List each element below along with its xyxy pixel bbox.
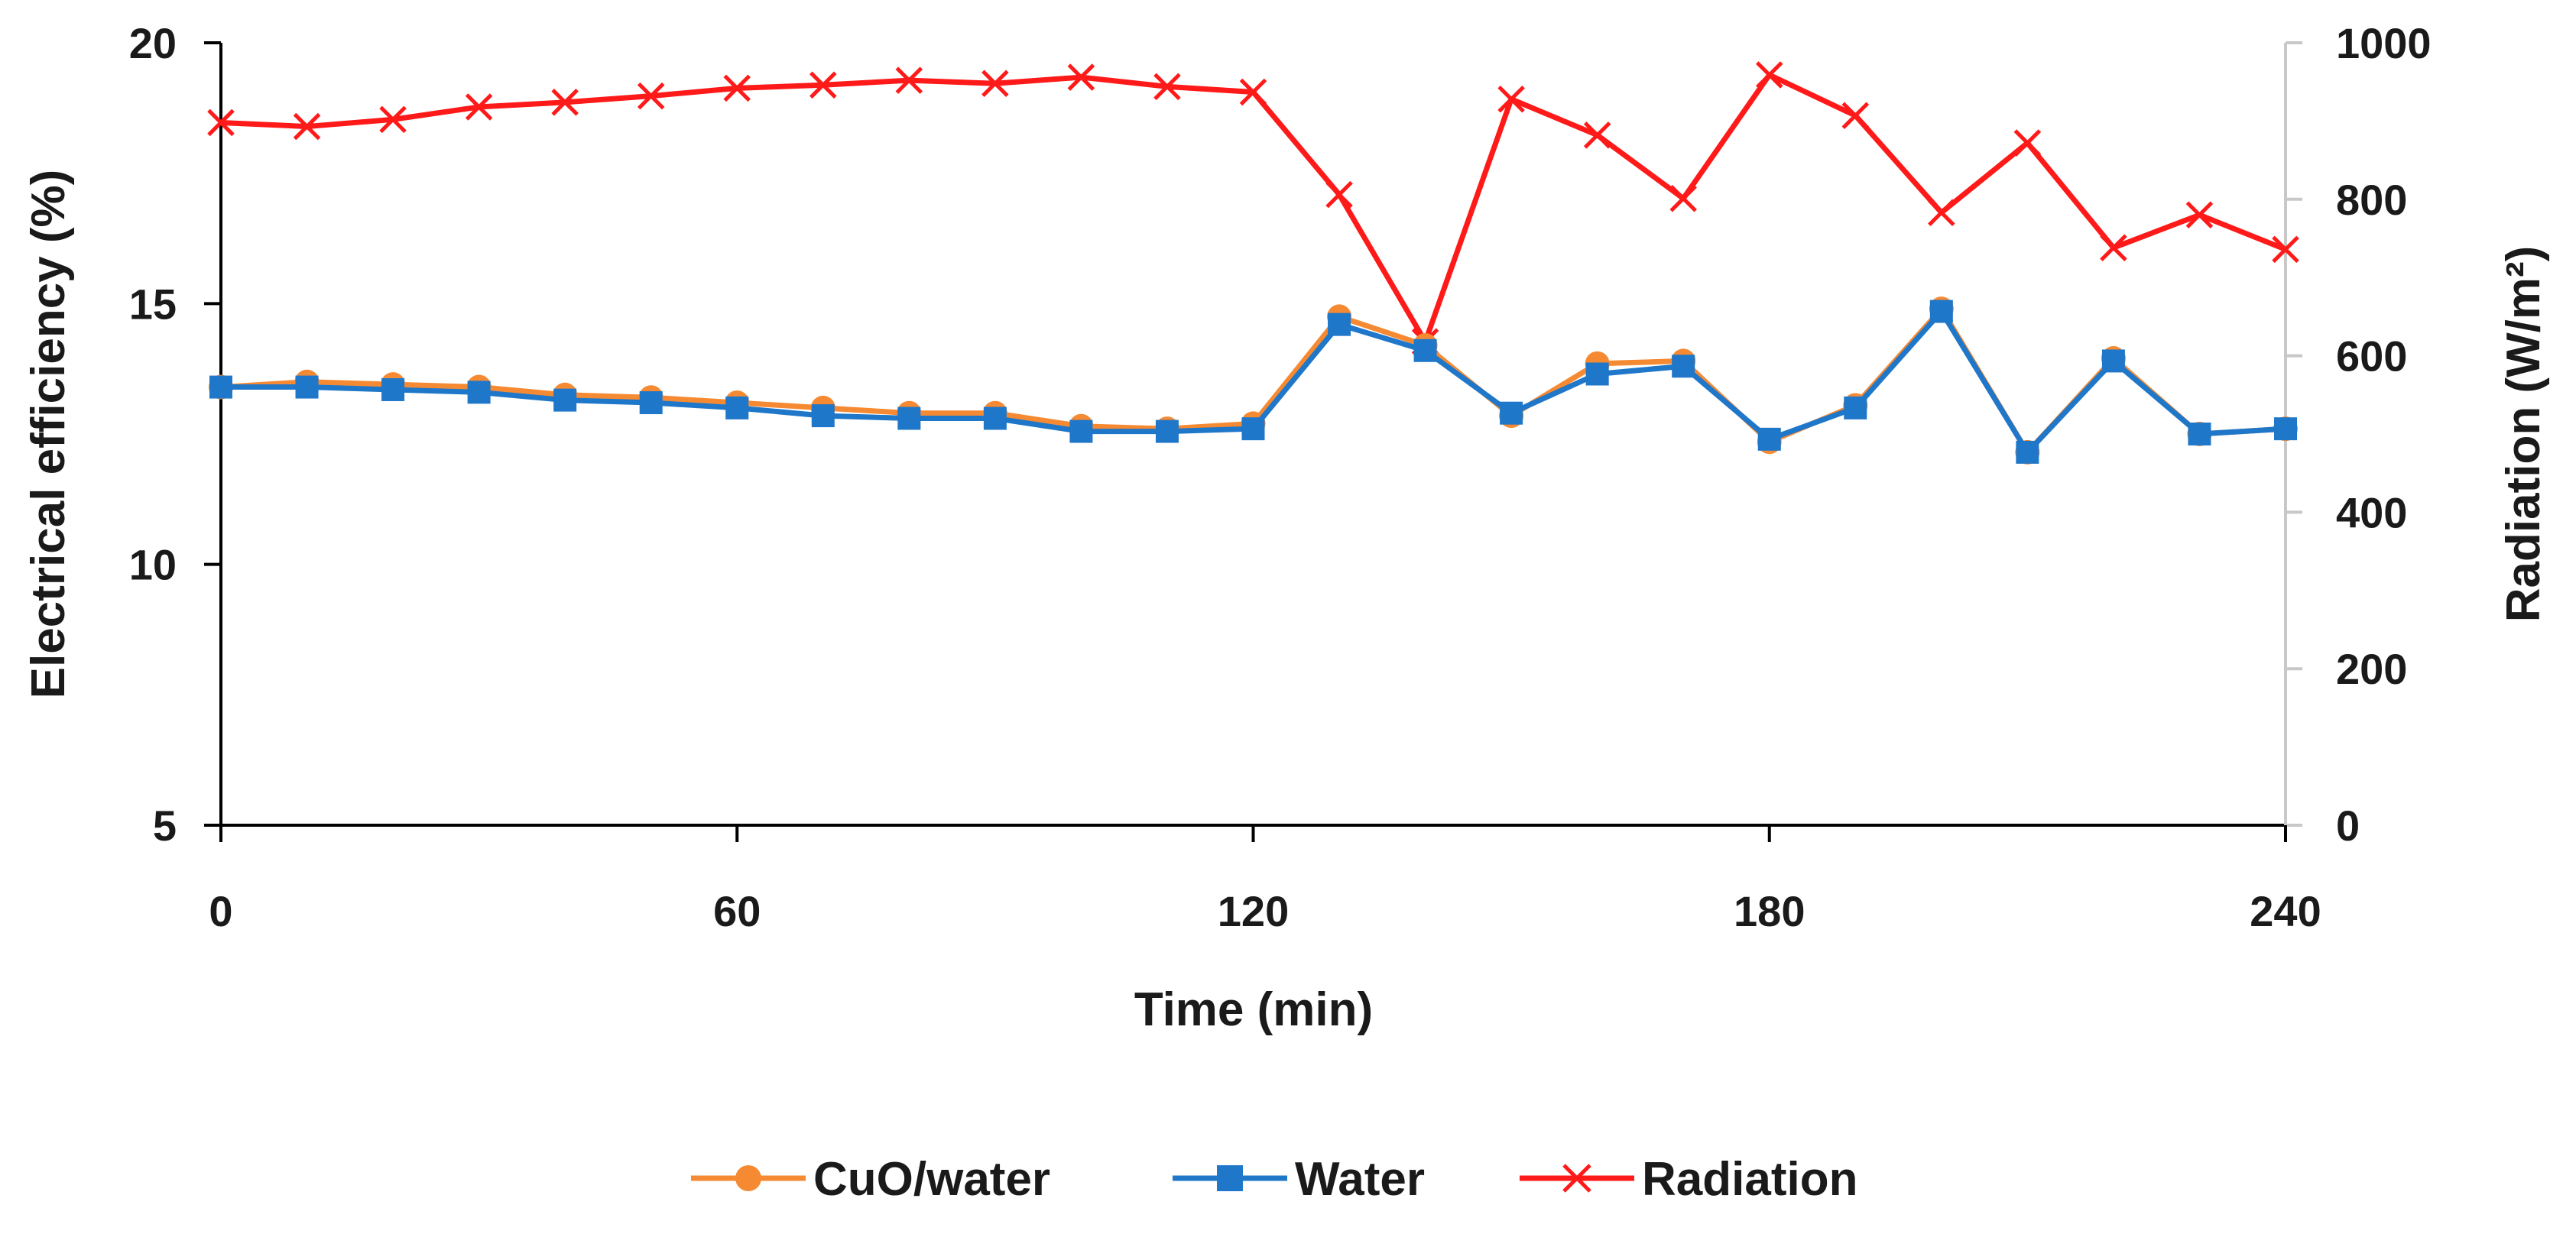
data-point-radiation bbox=[895, 66, 923, 94]
data-point-radiation bbox=[2013, 129, 2042, 157]
data-point-water bbox=[1672, 355, 1695, 378]
data-point-radiation bbox=[207, 109, 235, 137]
data-point-radiation bbox=[1755, 61, 1783, 89]
data-point-water bbox=[1929, 300, 1953, 323]
y-tick-label: 20 bbox=[129, 19, 177, 67]
data-point-water bbox=[2274, 417, 2297, 441]
legend-item-radiation: Radiation bbox=[1520, 1153, 1857, 1206]
data-point-water bbox=[811, 404, 835, 428]
y2-tick-label: 0 bbox=[2336, 802, 2360, 850]
data-point-water bbox=[553, 388, 577, 412]
series-layer bbox=[207, 61, 2299, 465]
data-point-water bbox=[725, 396, 749, 419]
legend-label: Radiation bbox=[1642, 1153, 1857, 1206]
data-point-water bbox=[2188, 423, 2211, 445]
y2-tick-label: 600 bbox=[2336, 332, 2407, 381]
series-radiation bbox=[207, 61, 2299, 355]
data-point-radiation bbox=[809, 71, 837, 99]
data-point-water bbox=[1155, 419, 1179, 443]
legend-swatch-marker bbox=[735, 1165, 761, 1191]
legend-label: CuO/water bbox=[813, 1153, 1050, 1206]
data-point-radiation bbox=[1239, 78, 1267, 106]
legend-swatch-marker bbox=[1562, 1164, 1591, 1193]
data-point-water bbox=[1241, 417, 1265, 441]
data-point-radiation bbox=[1067, 63, 1095, 91]
data-point-water bbox=[1585, 362, 1609, 386]
data-point-radiation bbox=[2100, 234, 2127, 262]
data-point-water bbox=[1844, 396, 1867, 419]
y-tick-label: 5 bbox=[153, 802, 177, 850]
legend: CuO/water Water Radiation bbox=[691, 1153, 1857, 1206]
legend-swatch-marker bbox=[1217, 1165, 1243, 1191]
data-point-radiation bbox=[1669, 185, 1697, 212]
x-tick-label: 0 bbox=[209, 887, 232, 935]
data-point-water bbox=[897, 406, 921, 430]
data-point-water bbox=[1413, 338, 1437, 362]
x-tick-label: 240 bbox=[2250, 887, 2321, 935]
data-point-radiation bbox=[1153, 73, 1181, 101]
data-point-water bbox=[381, 377, 405, 401]
data-point-radiation bbox=[465, 93, 493, 121]
data-point-radiation bbox=[2272, 235, 2299, 264]
data-point-water bbox=[1328, 313, 1351, 336]
data-point-water bbox=[295, 375, 319, 399]
data-point-water bbox=[467, 381, 491, 404]
data-point-radiation bbox=[1497, 85, 1525, 113]
data-point-radiation bbox=[1841, 102, 1870, 129]
x-tick-label: 60 bbox=[713, 887, 761, 935]
y-axis-title: Electrical efficiency (%) bbox=[22, 170, 75, 699]
x-axis-title: Time (min) bbox=[1134, 983, 1373, 1036]
data-point-radiation bbox=[981, 70, 1009, 98]
y-tick-label: 10 bbox=[129, 541, 177, 589]
data-point-water bbox=[2101, 349, 2125, 373]
data-point-water bbox=[2016, 440, 2039, 464]
data-point-radiation bbox=[379, 105, 407, 134]
data-point-water bbox=[983, 406, 1007, 430]
data-point-water bbox=[209, 375, 232, 399]
legend-item-cuo-water: CuO/water bbox=[691, 1153, 1050, 1206]
y2-tick-label: 400 bbox=[2336, 488, 2407, 536]
data-point-water bbox=[1500, 401, 1523, 425]
data-point-radiation bbox=[723, 74, 751, 102]
x-tick-label: 120 bbox=[1218, 887, 1289, 935]
data-point-radiation bbox=[551, 89, 579, 116]
data-point-water bbox=[1757, 427, 1781, 451]
data-point-water bbox=[1069, 419, 1093, 443]
series-water bbox=[209, 300, 2297, 464]
data-point-radiation bbox=[1928, 199, 1955, 226]
data-point-radiation bbox=[1325, 180, 1353, 209]
series-line-radiation bbox=[220, 72, 2287, 345]
legend-item-water: Water bbox=[1173, 1153, 1425, 1206]
y2-tick-label: 1000 bbox=[2336, 19, 2432, 67]
data-point-radiation bbox=[2185, 201, 2214, 229]
legend-label: Water bbox=[1295, 1153, 1425, 1206]
data-point-water bbox=[639, 391, 663, 415]
y2-axis-title: Radiation (W/m²) bbox=[2497, 246, 2550, 623]
y2-tick-label: 200 bbox=[2336, 645, 2407, 693]
y-tick-label: 15 bbox=[129, 280, 177, 328]
data-point-radiation bbox=[1583, 121, 1611, 149]
data-point-radiation bbox=[293, 112, 321, 141]
x-tick-label: 180 bbox=[1734, 887, 1805, 935]
y2-tick-label: 800 bbox=[2336, 176, 2407, 224]
data-point-radiation bbox=[637, 82, 665, 110]
